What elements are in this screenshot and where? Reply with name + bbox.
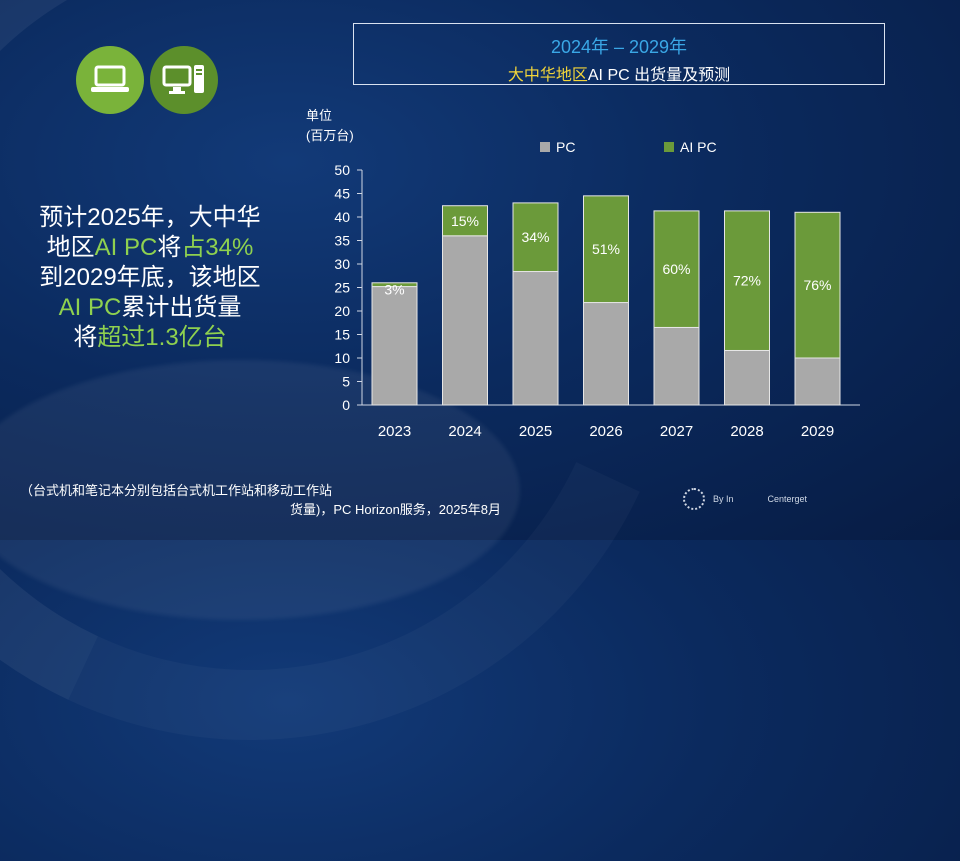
percent-label-2024: 15% [451,213,479,229]
chart-subtitle: 大中华地区AI PC 出货量及预测 [507,67,731,84]
y-tick-label: 45 [334,186,350,202]
bar-pc-2029 [794,357,841,406]
y-tick-label: 30 [334,256,350,272]
y-axis-unit: 单位 (百万台) [306,108,354,143]
laptop-icon [76,46,144,114]
bar-ai-pc-2025 [512,202,559,273]
source-logo: By In Centerget [683,488,807,510]
footnote-line-1: （台式机和笔记本分别包括台式机工作站和移动工作站 [20,483,333,498]
chart-title: 2024年 – 2029年 [550,37,688,57]
legend-pc-label: PC [556,139,576,155]
y-tick-label: 35 [334,233,350,249]
x-tick-label-2028: 2028 [730,423,763,440]
percent-label-2028: 72% [733,273,761,289]
percent-label-2026: 51% [592,241,620,257]
y-tick-label: 25 [334,280,350,296]
y-tick-label: 15 [334,327,350,343]
y-tick-label: 0 [342,397,350,413]
legend-pc-swatch [540,142,550,152]
y-tick-label: 20 [334,303,350,319]
x-tick-label-2029: 2029 [801,423,834,440]
bar-ai-pc-2023 [371,282,418,288]
legend-ai-pc-label: AI PC [680,139,717,155]
bar-ai-pc-2029 [794,211,841,359]
bar-pc-2025 [512,271,559,406]
bar-pc-2027 [653,326,700,406]
bar-pc-2028 [724,349,770,406]
bar-pc-2024 [442,235,488,406]
headline-text: 预计2025年，大中华 地区AI PC将占34% 到2029年底，该地区 AI … [39,204,261,351]
bar-pc-2023 [371,286,418,406]
bar-ai-pc-2027 [653,210,700,328]
legend-ai-pc: AI PC [664,139,717,155]
stacked-bar-chart: 051015202530354045503%202315%202434%2025… [334,162,860,440]
y-tick-label: 5 [342,374,350,390]
percent-label-2025: 34% [521,229,549,245]
x-tick-label-2023: 2023 [378,423,411,440]
x-tick-label-2024: 2024 [448,423,481,440]
bar-ai-pc-2026 [583,195,629,304]
percent-label-2027: 60% [662,261,690,277]
y-tick-label: 50 [334,162,350,178]
x-tick-label-2025: 2025 [519,423,552,440]
bar-ai-pc-2028 [724,210,770,351]
x-tick-label-2026: 2026 [589,423,622,440]
x-tick-label-2027: 2027 [660,423,693,440]
legend-ai-pc-swatch [664,142,674,152]
y-tick-label: 10 [334,350,350,366]
chart-title-box: 2024年 – 2029年 大中华地区AI PC 出货量及预测 [353,23,885,85]
percent-label-2029: 76% [803,277,831,293]
desktop-icon [150,46,218,114]
logo-mark-icon [683,488,705,510]
footnote-line-2: 货量)，PC Horizon服务，2025年8月 [290,502,501,517]
bar-ai-pc-2024 [442,205,488,237]
bar-pc-2026 [583,302,629,406]
legend-pc: PC [540,139,575,155]
y-tick-label: 40 [334,209,350,225]
percent-label-2023: 3% [384,282,404,298]
